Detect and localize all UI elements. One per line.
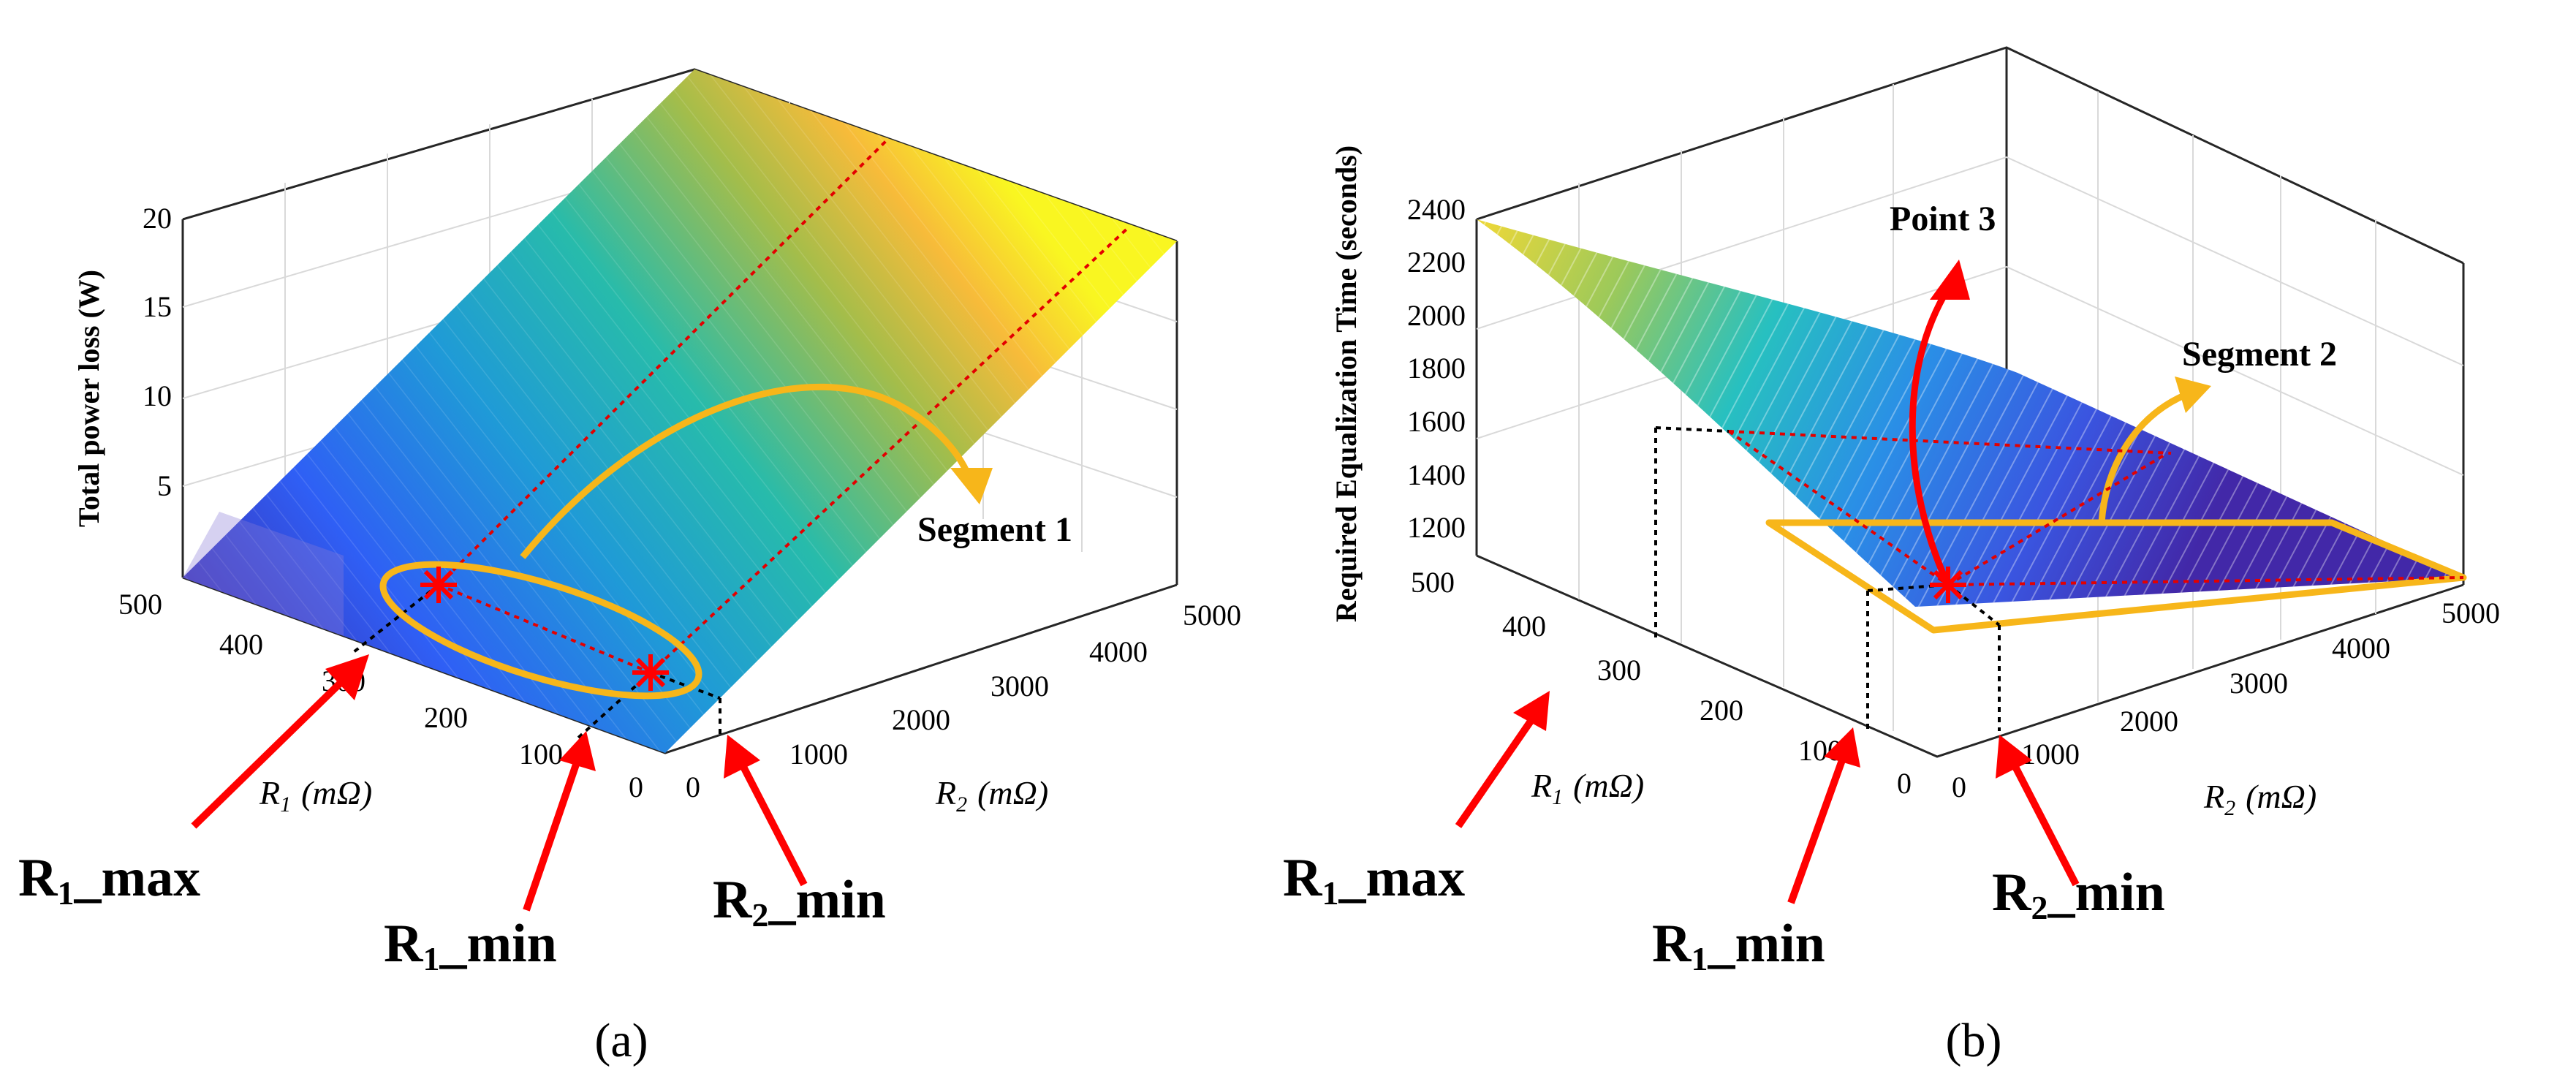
x-tick: 200 — [1700, 694, 1743, 727]
y-tick: 2000 — [892, 703, 950, 736]
z-tick: 10 — [143, 379, 172, 412]
x-tick: 300 — [1597, 654, 1641, 686]
panel-b-segment-arrowhead — [2175, 376, 2211, 413]
panel-a-surface-shadow — [183, 512, 344, 636]
y-tick: 5000 — [1183, 599, 1241, 632]
panel-a-black-guides — [349, 583, 721, 740]
y-tick: 3000 — [990, 670, 1049, 703]
panel-b-point-arrow — [1909, 287, 1952, 586]
panel-a-segment-arrowhead — [950, 468, 993, 504]
panel-a-x-label: R1 (mΩ) — [259, 774, 372, 817]
panel-a-surface-mesh — [183, 69, 1177, 753]
panel-a-y-label: R2 (mΩ) — [935, 774, 1048, 817]
z-tick: 1800 — [1407, 352, 1466, 385]
panel-b-red-arrowheads — [1513, 691, 2032, 779]
panel-b-point-label: Point 3 — [1890, 200, 1996, 238]
z-tick: 20 — [143, 202, 172, 235]
panel-b-y-ticks: 0 1000 2000 3000 4000 5000 — [1952, 597, 2500, 803]
z-tick: 1400 — [1407, 458, 1466, 491]
panel-b-z-ticks: 1200 1400 1600 1800 2000 2200 2400 — [1407, 193, 1466, 544]
y-tick: 1000 — [2021, 738, 2080, 771]
panel-a-segment-arrow — [520, 383, 976, 559]
panel-b-point-arrowhead — [1930, 260, 1970, 300]
panel-b-marker-point — [1930, 567, 1966, 603]
y-tick: 5000 — [2441, 597, 2500, 629]
panel-a-segment-label: Segment 1 — [917, 510, 1072, 549]
panel-b-r2min-label: R2_min — [1992, 863, 2165, 926]
panel-a-marker-r1max — [420, 567, 457, 603]
y-tick: 1000 — [789, 738, 848, 771]
z-tick: 15 — [143, 290, 172, 323]
x-tick: 0 — [1897, 767, 1912, 800]
y-tick: 0 — [686, 771, 700, 803]
panel-a-segment-ellipse — [379, 561, 702, 700]
panel-a-r2min-label: R2_min — [713, 870, 886, 934]
panel-b-caption: (b) — [1946, 1014, 2002, 1067]
z-tick: 1600 — [1407, 405, 1466, 438]
x-tick: 200 — [424, 701, 468, 734]
y-tick: 0 — [1952, 771, 1966, 803]
panel-b-segment-arrow — [2098, 391, 2187, 523]
z-tick: 2000 — [1407, 299, 1466, 332]
panel-a-r1min-label: R1_min — [384, 914, 557, 977]
panel-b-segment-label: Segment 2 — [2182, 335, 2337, 374]
panel-a-y-ticks: 0 1000 2000 3000 4000 5000 — [686, 599, 1241, 803]
panel-b: 1200 1400 1600 1800 2000 2200 2400 Requi… — [1283, 46, 2500, 1067]
panel-b-axes-box — [1475, 46, 2465, 758]
y-tick: 4000 — [1089, 635, 1148, 668]
x-tick: 500 — [1411, 566, 1455, 599]
z-tick: 1200 — [1407, 511, 1466, 544]
panel-b-surface-mesh — [1477, 219, 2463, 607]
x-tick: 100 — [519, 738, 563, 771]
panel-a-caption: (a) — [594, 1014, 648, 1067]
z-tick: 2200 — [1407, 246, 1466, 279]
y-tick: 4000 — [2332, 632, 2390, 665]
panel-a-red-arrowheads — [325, 654, 760, 779]
z-tick: 2400 — [1407, 193, 1466, 226]
z-tick: 5 — [157, 469, 172, 502]
x-tick: 400 — [219, 628, 263, 661]
panel-a: 5 10 15 20 Total power loss (W) 500 400 … — [18, 68, 1241, 1067]
panel-a-red-guides — [437, 137, 1131, 674]
panel-b-red-arrows — [1455, 718, 2080, 904]
panel-b-x-label: R1 (mΩ) — [1531, 767, 1644, 809]
panel-b-r1min-label: R1_min — [1652, 914, 1825, 977]
x-tick: 500 — [118, 588, 162, 621]
panel-b-x-ticks: 500 400 300 200 100 0 — [1411, 566, 1912, 800]
y-tick: 3000 — [2230, 667, 2288, 700]
panel-b-r1max-label: R1_max — [1283, 848, 1465, 912]
x-tick: 400 — [1502, 610, 1546, 643]
panel-a-z-ticks: 5 10 15 20 — [143, 202, 172, 502]
panel-a-z-label: Total power loss (W) — [72, 270, 105, 527]
y-tick: 2000 — [2120, 705, 2178, 738]
panel-a-marker-r1min — [632, 654, 669, 691]
panel-b-red-guides — [1727, 430, 2464, 586]
panel-b-y-label: R2 (mΩ) — [2203, 778, 2316, 820]
panel-a-r1max-label: R1_max — [18, 848, 200, 912]
x-tick: 0 — [629, 771, 643, 803]
panel-a-red-arrows — [191, 677, 808, 912]
panel-b-z-label: Required Equalization Time (seconds) — [1330, 145, 1363, 622]
